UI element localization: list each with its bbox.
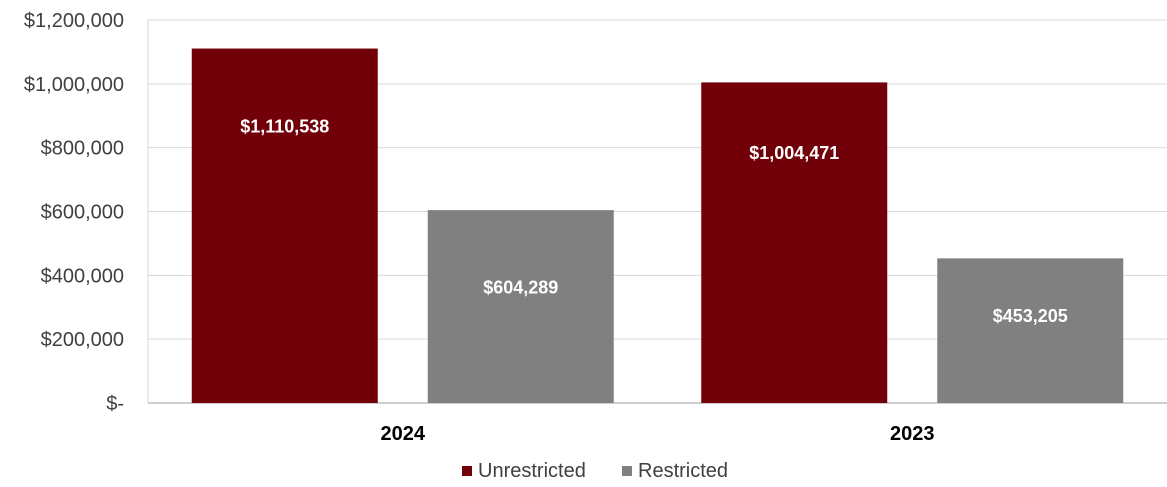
bar-restricted-2024: [427, 210, 614, 403]
bar-restricted-2023: [937, 258, 1124, 403]
data-label: $1,110,538: [240, 117, 329, 137]
legend-swatch-restricted: [622, 466, 632, 476]
data-label: $604,289: [483, 277, 558, 297]
x-category-label: 2023: [890, 423, 935, 445]
legend-label-restricted: Restricted: [638, 460, 728, 482]
y-tick-label: $1,200,000: [24, 10, 124, 32]
x-category-label: 2024: [381, 423, 426, 445]
bar-unrestricted-2023: [701, 82, 888, 403]
y-tick-label: $800,000: [41, 138, 124, 160]
bar-unrestricted-2024: [191, 48, 378, 404]
y-tick-label: $400,000: [41, 265, 124, 287]
legend-swatch-unrestricted: [462, 466, 472, 476]
y-tick-label: $600,000: [41, 202, 124, 224]
data-label: $1,004,471: [749, 143, 839, 163]
y-tick-label: $-: [106, 393, 124, 415]
y-tick-label: $1,000,000: [24, 74, 124, 96]
data-label: $453,205: [993, 306, 1068, 326]
legend-label-unrestricted: Unrestricted: [478, 460, 586, 482]
y-tick-label: $200,000: [41, 329, 124, 351]
